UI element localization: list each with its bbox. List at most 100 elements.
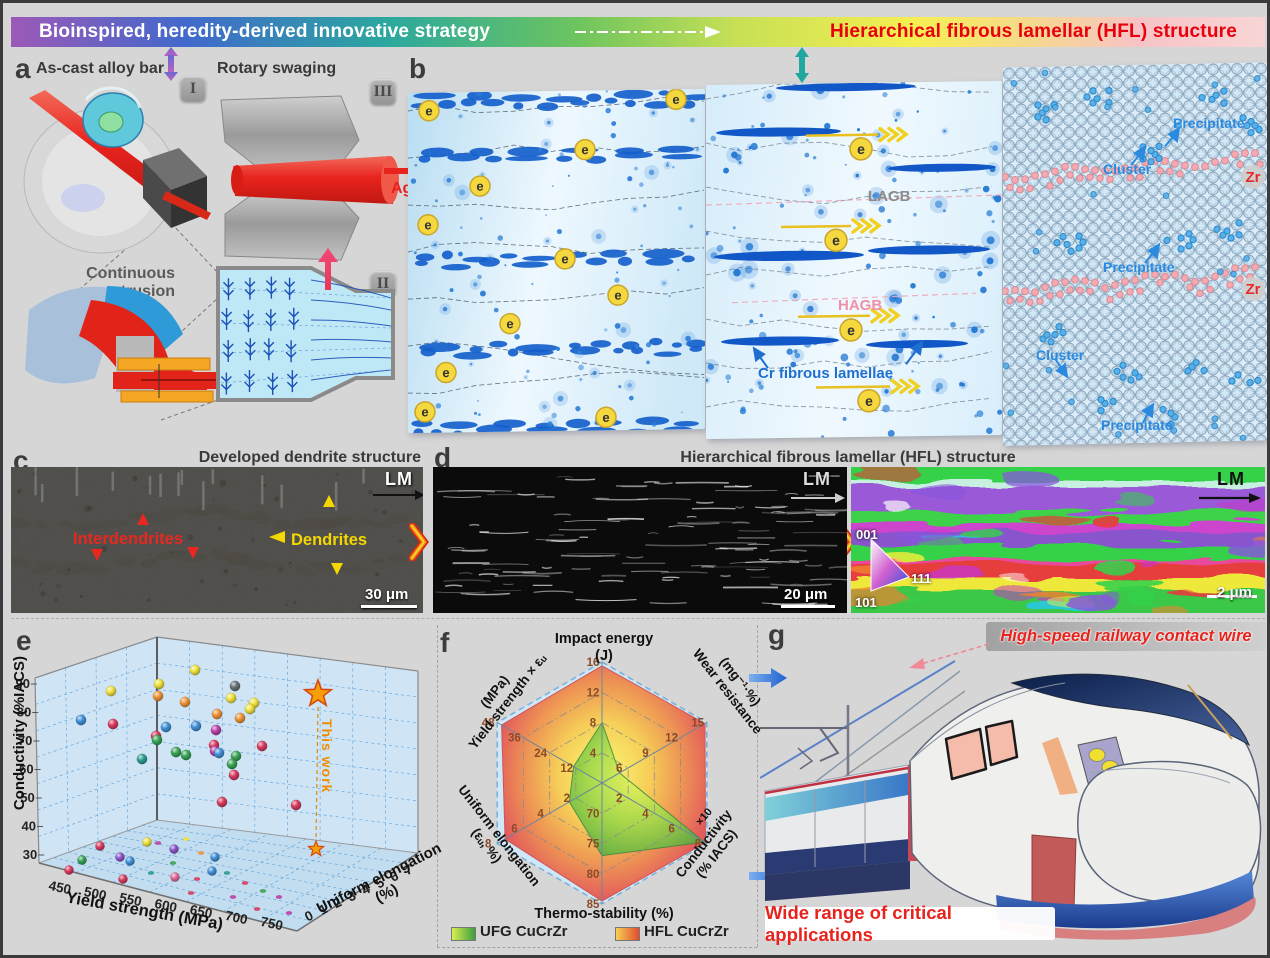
data-point xyxy=(169,844,179,854)
data-point xyxy=(290,799,302,811)
floor-dot xyxy=(154,841,162,845)
svg-text:750: 750 xyxy=(259,914,284,933)
legend-label-hfl: HFL CuCrZr xyxy=(644,923,729,940)
svg-text:e: e xyxy=(561,251,568,266)
banner: Bioinspired, heredity-derived innovative… xyxy=(11,17,1265,47)
panel-d-title: Hierarchical fibrous lamellar (HFL) stru… xyxy=(680,449,1016,466)
svg-text:e: e xyxy=(847,322,855,338)
heat-chevron-icon-1 xyxy=(409,523,429,561)
ef-separator xyxy=(437,625,438,947)
cr-lamellae-label: Cr fibrous lamellae xyxy=(758,365,894,382)
svg-text:e: e xyxy=(857,141,865,157)
data-point xyxy=(244,703,256,715)
floor-dot xyxy=(229,895,237,899)
stage-badge-1: I xyxy=(180,76,206,102)
svg-text:e: e xyxy=(832,232,840,248)
row-separator xyxy=(11,618,1265,619)
floor-dot xyxy=(253,907,261,911)
data-point xyxy=(142,837,152,847)
rotary-swaging-label: Rotary swaging xyxy=(217,60,337,77)
svg-text:9: 9 xyxy=(642,748,648,760)
atomic-lattice-sheet xyxy=(1003,62,1267,446)
svg-text:e: e xyxy=(865,393,873,409)
interdendrites-label: Interdendrites xyxy=(73,530,184,548)
svg-text:12: 12 xyxy=(560,763,573,775)
hagb-label: HAGB xyxy=(838,297,883,314)
this-work-annotation: This work xyxy=(319,719,335,794)
svg-text:e: e xyxy=(424,217,431,232)
cluster-top-label: Cluster xyxy=(1103,161,1152,177)
data-point xyxy=(229,680,241,692)
floor-dot xyxy=(182,837,190,841)
data-point xyxy=(207,866,217,876)
zr-badge-2: Zr xyxy=(1241,277,1265,301)
svg-text:75: 75 xyxy=(587,839,600,851)
f-bottom-separator xyxy=(437,947,757,948)
data-point xyxy=(64,865,74,875)
svg-text:8: 8 xyxy=(695,839,702,851)
data-point xyxy=(256,740,268,752)
svg-text:600: 600 xyxy=(153,896,178,915)
floor-dot xyxy=(197,851,205,855)
precipitate-bottom-label: Precipitate xyxy=(1101,417,1173,433)
svg-text:70: 70 xyxy=(587,808,600,820)
data-point xyxy=(189,664,201,676)
svg-text:650: 650 xyxy=(189,902,214,921)
microstructure-sheet-grains: e e e e e e e e e e e xyxy=(408,88,705,434)
svg-text:e: e xyxy=(476,179,483,194)
stage-badge-3: III xyxy=(370,79,396,105)
structure-link-arrow-icon xyxy=(795,47,809,83)
floor-dot xyxy=(169,861,177,865)
svg-text:e: e xyxy=(421,404,428,419)
floor-dot xyxy=(285,911,293,915)
data-point xyxy=(226,758,238,770)
data-point xyxy=(234,712,246,724)
process-up-arrow-icon xyxy=(318,248,338,290)
ipf-triangle xyxy=(870,537,910,592)
svg-text:6: 6 xyxy=(511,823,517,835)
floor-dot xyxy=(147,871,155,875)
legend-label-ufg: UFG CuCrZr xyxy=(480,923,568,940)
svg-text:e: e xyxy=(614,288,621,303)
svg-text:12: 12 xyxy=(665,733,678,745)
floor-dot xyxy=(193,877,201,881)
scale-text-d: 20 μm xyxy=(784,586,828,603)
svg-text:e: e xyxy=(425,103,432,118)
data-point xyxy=(136,753,148,765)
train-head xyxy=(909,673,1262,940)
svg-text:e: e xyxy=(442,365,449,380)
data-point xyxy=(190,720,202,732)
panel-e-letter: e xyxy=(16,625,32,656)
microstructure-sheet-lamellae: e e e e xyxy=(706,80,1002,440)
svg-text:70: 70 xyxy=(18,733,32,748)
banner-dash-arrow-icon xyxy=(575,26,721,38)
svg-text:8: 8 xyxy=(590,718,597,730)
svg-text:30: 30 xyxy=(23,847,37,862)
data-point xyxy=(153,678,165,690)
scale-text-ebsd: 2 μm xyxy=(1217,584,1253,601)
ebsd-map xyxy=(851,467,1265,613)
data-point xyxy=(228,769,240,781)
data-point xyxy=(77,855,87,865)
fg-separator xyxy=(757,625,758,947)
data-point xyxy=(213,747,225,759)
data-point xyxy=(118,874,128,884)
data-point xyxy=(107,718,119,730)
dendrite-micrograph xyxy=(11,467,423,613)
data-point xyxy=(170,872,180,882)
data-point xyxy=(105,685,117,697)
svg-text:24: 24 xyxy=(534,748,547,760)
data-point xyxy=(75,714,87,726)
electron-markers: e e e e e e e e e e e xyxy=(414,88,687,429)
precipitate-mid-label: Precipitate xyxy=(1103,259,1175,275)
svg-text:500: 500 xyxy=(83,884,108,903)
data-point xyxy=(225,692,237,704)
svg-text:2: 2 xyxy=(616,793,622,805)
svg-text:16: 16 xyxy=(587,657,600,669)
data-point xyxy=(152,690,164,702)
radar-axis-impact-title: Impact energy (J) xyxy=(554,631,654,664)
svg-text:6: 6 xyxy=(616,763,622,775)
precipitate-top-label: Precipitate xyxy=(1173,115,1245,131)
lm-label-d: LM xyxy=(803,469,831,489)
